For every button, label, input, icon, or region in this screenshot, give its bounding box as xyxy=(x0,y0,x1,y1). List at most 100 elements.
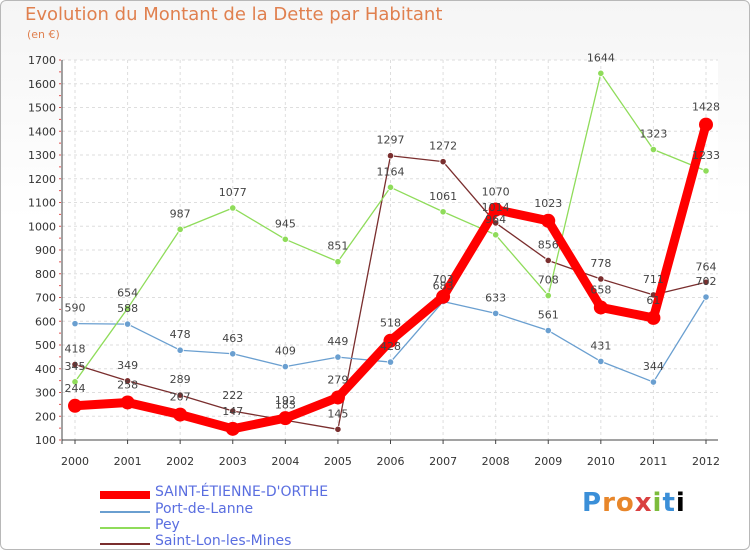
data-label: 633 xyxy=(485,291,506,304)
legend-label: Saint-Lon-les-Mines xyxy=(155,533,292,549)
data-point xyxy=(492,309,500,318)
x-tick-label: 2005 xyxy=(324,455,352,468)
y-tick-label: 1400 xyxy=(28,125,56,138)
data-point xyxy=(278,411,293,426)
data-label: 1428 xyxy=(692,101,720,114)
data-label: 702 xyxy=(696,275,717,288)
data-label: 1164 xyxy=(377,165,405,178)
data-label: 658 xyxy=(590,283,611,296)
logo-letter: P xyxy=(582,488,603,518)
data-point xyxy=(439,158,447,166)
x-tick-label: 2002 xyxy=(166,455,194,468)
legend-swatch xyxy=(100,543,150,545)
data-point xyxy=(649,145,658,154)
data-point xyxy=(225,421,240,436)
y-tick-label: 1700 xyxy=(28,54,56,67)
data-point xyxy=(386,152,395,160)
data-point xyxy=(541,213,556,228)
data-label: 590 xyxy=(65,302,86,315)
data-label: 409 xyxy=(275,345,296,358)
data-point xyxy=(281,235,289,243)
logo-letter: r xyxy=(602,488,616,518)
data-point xyxy=(71,360,79,369)
y-tick-label: 1200 xyxy=(28,173,56,186)
proxiti-logo: Proxiti xyxy=(582,488,686,518)
data-label: 145 xyxy=(327,407,348,420)
x-tick-label: 2010 xyxy=(587,455,615,468)
data-label: 561 xyxy=(538,309,559,322)
data-point xyxy=(71,320,79,328)
data-label: 1272 xyxy=(429,140,457,153)
y-tick-label: 600 xyxy=(35,315,56,328)
legend-label: Pey xyxy=(155,517,180,533)
data-label: 778 xyxy=(590,257,611,270)
data-point xyxy=(383,333,398,348)
x-tick-label: 2008 xyxy=(482,455,510,468)
data-point xyxy=(386,358,395,366)
data-point xyxy=(123,377,132,385)
data-label: 431 xyxy=(590,339,611,352)
data-label: 428 xyxy=(380,340,401,353)
y-tick-label: 300 xyxy=(35,387,56,400)
data-label: 289 xyxy=(170,373,191,386)
x-tick-label: 2011 xyxy=(639,455,667,468)
data-point xyxy=(702,278,710,286)
data-point xyxy=(173,407,188,422)
data-point xyxy=(176,391,184,399)
data-point xyxy=(646,310,661,325)
data-label: 183 xyxy=(275,398,296,411)
legend-label: SAINT-ÉTIENNE-D'ORTHE xyxy=(155,484,329,500)
data-point xyxy=(229,407,237,415)
chart-unit-label: (en €) xyxy=(27,28,60,41)
data-label: 1644 xyxy=(587,51,615,64)
data-label: 1077 xyxy=(219,186,247,199)
data-label: 518 xyxy=(380,317,401,330)
data-point xyxy=(649,378,658,386)
y-tick-label: 400 xyxy=(35,363,56,376)
data-point xyxy=(123,320,132,328)
y-tick-label: 1300 xyxy=(28,149,56,162)
data-point xyxy=(120,395,135,410)
logo-letter: i xyxy=(652,488,663,518)
data-label: 147 xyxy=(222,405,243,418)
x-tick-label: 2004 xyxy=(271,455,299,468)
data-point xyxy=(597,357,605,365)
x-tick-label: 2006 xyxy=(377,455,405,468)
data-point xyxy=(123,304,132,313)
data-point xyxy=(436,289,451,304)
data-label: 244 xyxy=(65,382,86,395)
logo-letter: o xyxy=(615,488,635,518)
data-label: 222 xyxy=(222,389,243,402)
data-point xyxy=(229,350,237,358)
data-point xyxy=(702,167,710,175)
legend-label: Port-de-Lanne xyxy=(155,501,254,517)
data-point xyxy=(544,326,552,335)
x-tick-label: 2001 xyxy=(114,455,142,468)
legend-swatch xyxy=(100,511,150,513)
data-label: 683 xyxy=(433,280,454,293)
data-point xyxy=(334,425,342,433)
x-tick-label: 2012 xyxy=(692,455,720,468)
data-point xyxy=(176,346,184,354)
data-label: 1014 xyxy=(482,201,510,214)
data-label: 207 xyxy=(170,391,191,404)
data-label: 1233 xyxy=(692,149,720,162)
data-point xyxy=(334,258,342,266)
data-label: 449 xyxy=(327,335,348,348)
data-point xyxy=(593,300,608,315)
data-point xyxy=(544,291,552,300)
y-tick-label: 1100 xyxy=(28,197,56,210)
data-label: 1023 xyxy=(534,197,562,210)
data-label: 345 xyxy=(65,360,86,373)
y-tick-label: 200 xyxy=(35,410,56,423)
data-label: 856 xyxy=(538,238,559,251)
logo-letter: t xyxy=(662,488,676,518)
data-point xyxy=(702,293,710,301)
data-point xyxy=(330,390,345,405)
x-tick-label: 2009 xyxy=(534,455,562,468)
data-point xyxy=(439,208,447,216)
data-label: 61 xyxy=(646,294,660,307)
y-tick-label: 700 xyxy=(35,292,56,305)
data-label: 654 xyxy=(117,286,138,299)
